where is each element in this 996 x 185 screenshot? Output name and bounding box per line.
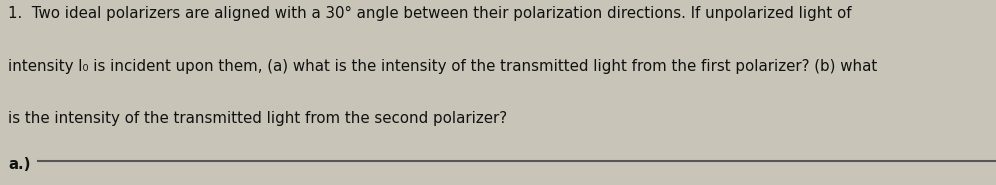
Text: intensity l₀ is incident upon them, (a) what is the intensity of the transmitted: intensity l₀ is incident upon them, (a) … [8, 59, 877, 74]
Text: is the intensity of the transmitted light from the second polarizer?: is the intensity of the transmitted ligh… [8, 111, 507, 126]
Text: 1.  Two ideal polarizers are aligned with a 30° angle between their polarization: 1. Two ideal polarizers are aligned with… [8, 6, 852, 21]
Text: a.): a.) [8, 157, 31, 172]
